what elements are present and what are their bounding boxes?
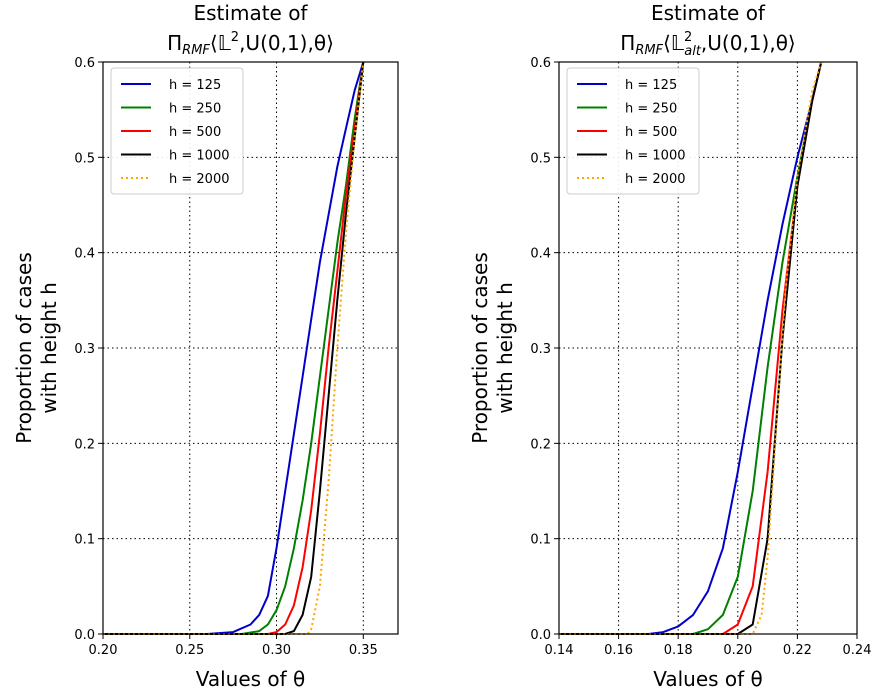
legend-label: h = 250: [169, 102, 221, 117]
y-axis-label: Proportion of caseswith height h: [12, 252, 61, 444]
x-tick-label: 0.35: [349, 643, 378, 658]
y-tick-label: 0.2: [530, 437, 551, 452]
chart-title-line1: Estimate of: [194, 1, 309, 25]
series-line-h2000: [103, 61, 365, 635]
y-tick-label: 0.3: [530, 342, 551, 357]
chart-panel-2: 0.14 0.16 0.18 0.20 0.22 0.24 0.0 0.1 0.2 0.3 0.4 0…: [468, 1, 871, 691]
x-tick-label: 0.30: [262, 643, 291, 658]
legend-label: h = 2000: [625, 172, 685, 187]
x-tick-label: 0.24: [843, 643, 872, 658]
series-line-h2000: [559, 61, 823, 635]
legend-label: h = 125: [625, 78, 677, 93]
y-tick-label: 0.0: [74, 628, 95, 643]
series-line-h1000: [103, 61, 365, 635]
series-line-h125: [559, 61, 823, 635]
y-axis-label: Proportion of caseswith height h: [468, 252, 517, 444]
legend-label: h = 125: [169, 78, 221, 93]
y-tick-label: 0.3: [74, 342, 95, 357]
legend-box: [110, 67, 244, 195]
y-tick-label: 0.1: [74, 533, 95, 548]
legend: h = 125 h = 250 h = 500 h = 1000 h = 2000: [566, 67, 700, 195]
x-tick-label: 0.20: [89, 643, 118, 658]
chart-title-line1: Estimate of: [651, 1, 766, 25]
legend-label: h = 1000: [625, 149, 685, 164]
legend: h = 125 h = 250 h = 500 h = 1000 h = 2000: [110, 67, 244, 195]
chart-title-line2: ΠRMF⟨𝕃2 alt,U(0,1),θ⟩: [620, 30, 795, 59]
legend-label: h = 1000: [169, 149, 229, 164]
x-tick-label: 0.22: [783, 643, 812, 658]
series-line-h250: [103, 61, 365, 635]
x-tick-label: 0.16: [604, 643, 633, 658]
x-tick-label: 0.18: [664, 643, 693, 658]
x-axis-label: Values of θ: [653, 667, 763, 691]
y-tick-label: 0.4: [530, 247, 551, 262]
y-tick-label: 0.5: [530, 151, 551, 166]
legend-label: h = 500: [625, 125, 677, 140]
x-tick-label: 0.25: [175, 643, 204, 658]
x-axis-label: Values of θ: [196, 667, 306, 691]
y-tick-label: 0.4: [74, 247, 95, 262]
series-line-h125: [103, 61, 365, 635]
x-tick-label: 0.20: [723, 643, 752, 658]
series-line-h500: [103, 61, 365, 635]
y-tick-label: 0.1: [530, 533, 551, 548]
legend-label: h = 250: [625, 102, 677, 117]
y-tick-label: 0.0: [530, 628, 551, 643]
y-tick-label: 0.6: [530, 56, 551, 71]
legend-label: h = 2000: [169, 172, 229, 187]
y-tick-label: 0.5: [74, 151, 95, 166]
y-tick-label: 0.2: [74, 437, 95, 452]
chart-title-line2: ΠRMF⟨𝕃2,U(0,1),θ⟩: [167, 30, 334, 58]
legend-label: h = 500: [169, 125, 221, 140]
legend-box: [566, 67, 700, 195]
x-tick-label: 0.14: [545, 643, 574, 658]
chart-panel-1: 0.20 0.25 0.30 0.35 0.0 0.1 0.2 0.3 0.4 0.5 0.6 Val…: [12, 1, 399, 691]
y-tick-label: 0.6: [74, 56, 95, 71]
